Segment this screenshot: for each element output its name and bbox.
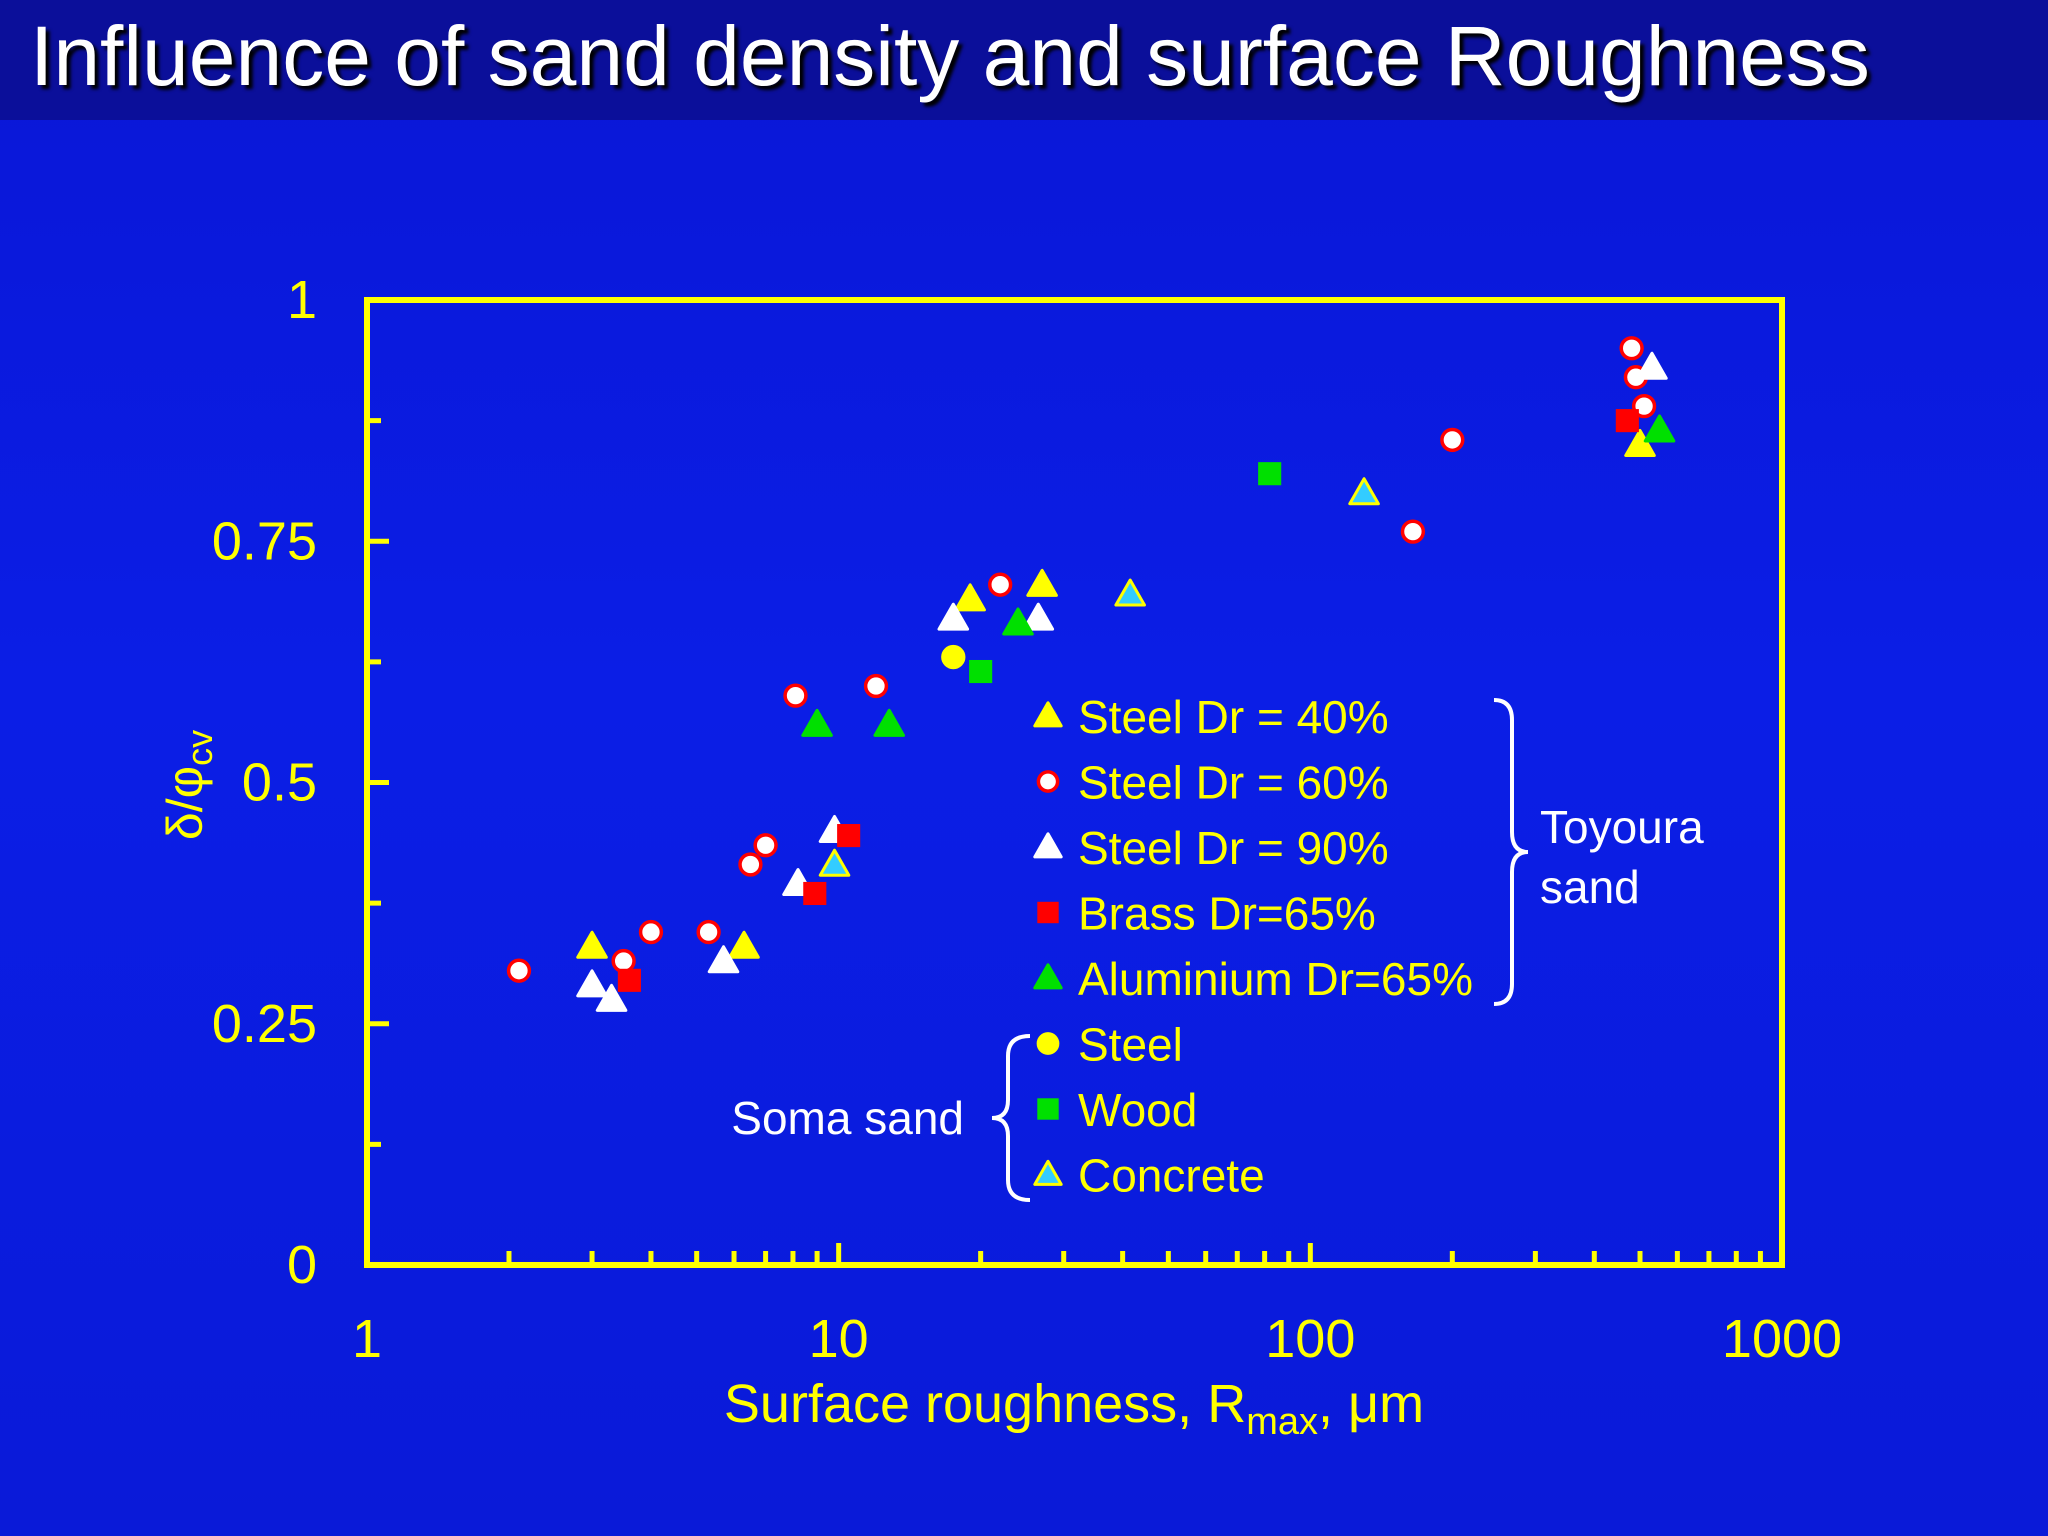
point-steel-dr-90 <box>937 602 970 631</box>
point-steel-dr-60 <box>696 919 721 945</box>
legend-marker-brass-dr-65 <box>1037 901 1059 924</box>
legend-label-wood: Wood <box>1078 1084 1197 1136</box>
y-tick-label: 0 <box>287 1235 317 1295</box>
y-tick-label: 1 <box>287 270 317 330</box>
legend-label-aluminium-dr-65: Aluminium Dr=65% <box>1078 953 1473 1005</box>
point-steel-dr-60 <box>1400 519 1426 544</box>
plot-frame <box>364 297 1785 1268</box>
group-label-toyoura: sand <box>1540 861 1640 913</box>
point-concrete <box>818 848 851 877</box>
x-tick-label: 100 <box>1265 1309 1355 1369</box>
legend-marker-steel-dr-40 <box>1033 701 1063 728</box>
point-steel-dr-60 <box>638 919 664 945</box>
point-aluminium-dr-65 <box>1643 414 1676 443</box>
point-brass-dr-65 <box>617 968 641 992</box>
legend-label-steel-dr-40: Steel Dr = 40% <box>1078 691 1389 743</box>
point-steel-dr-40 <box>1026 568 1058 597</box>
x-axis-label: Surface roughness, Rmax, μm <box>724 1374 1424 1443</box>
point-steel-dr-60 <box>863 673 889 699</box>
point-aluminium-dr-65 <box>801 708 833 737</box>
point-concrete <box>1114 578 1146 607</box>
point-steel-dr-40 <box>1624 428 1656 457</box>
point-steel-dr-60 <box>738 852 763 877</box>
point-brass-dr-65 <box>1615 409 1639 433</box>
point-steel-dr-60 <box>988 572 1013 597</box>
point-wood <box>1258 462 1282 486</box>
x-tick-label: 10 <box>809 1309 869 1369</box>
legend-marker-steel-dr-90 <box>1033 832 1063 859</box>
y-axis-label: δ/φcv <box>157 730 220 840</box>
point-steel-dr-90 <box>595 983 628 1012</box>
point-steel-dr-90 <box>1022 602 1055 631</box>
x-tick-label: 1 <box>352 1309 382 1369</box>
x-axis-label-tail: , μm <box>1318 1374 1424 1434</box>
legend-label-brass-dr-65: Brass Dr=65% <box>1078 888 1376 940</box>
point-brass-dr-65 <box>837 824 861 848</box>
legend: Steel Dr = 40% Steel Dr = 60% Steel Dr = 9… <box>731 691 1704 1202</box>
point-steel-dr-40 <box>728 930 760 959</box>
point-brass-dr-65 <box>803 881 827 906</box>
legend-marker-steel <box>1036 1032 1060 1055</box>
legend-label-steel-dr-60: Steel Dr = 60% <box>1078 757 1389 809</box>
point-steel-dr-90 <box>707 945 740 974</box>
point-wood <box>969 659 993 684</box>
legend-label-steel: Steel <box>1078 1019 1183 1071</box>
point-steel-dr-90 <box>576 969 608 998</box>
point-steel-dr-60 <box>753 833 778 858</box>
point-steel <box>941 644 966 670</box>
point-steel-dr-60 <box>611 948 636 974</box>
y-axis-label-main: δ/φ <box>157 766 213 840</box>
point-steel-dr-60 <box>1619 336 1644 361</box>
y-tick-label: 0.75 <box>212 511 317 571</box>
x-axis-label-main: Surface roughness, R <box>724 1374 1246 1434</box>
y-tick-label: 0.25 <box>212 994 317 1054</box>
legend-label-steel-dr-90: Steel Dr = 90% <box>1078 822 1389 874</box>
x-tick-label: 1000 <box>1722 1309 1842 1369</box>
point-steel-dr-90 <box>1636 351 1668 380</box>
y-tick-label: 0.5 <box>242 753 317 813</box>
point-steel-dr-60 <box>506 958 532 983</box>
legend-marker-concrete <box>1033 1159 1063 1186</box>
point-steel-dr-40 <box>576 930 608 959</box>
point-concrete <box>1348 477 1380 506</box>
toyoura-bracket <box>1493 698 1529 1006</box>
y-axis-label-subscript: cv <box>179 730 220 766</box>
slide-title: Influence of sand density and surface Ro… <box>30 9 1870 103</box>
point-steel-dr-40 <box>954 583 986 612</box>
point-aluminium-dr-65 <box>1002 607 1034 636</box>
legend-marker-wood <box>1037 1098 1059 1120</box>
title-bar: Influence of sand density and surface Ro… <box>0 0 2048 120</box>
point-aluminium-dr-65 <box>873 708 906 737</box>
legend-label-concrete: Concrete <box>1078 1150 1265 1202</box>
soma-bracket <box>991 1034 1031 1202</box>
x-axis-label-subscript: max <box>1246 1401 1318 1443</box>
group-label-soma: Soma sand <box>731 1092 964 1144</box>
point-steel-dr-60 <box>1440 427 1465 453</box>
legend-marker-aluminium-dr-65 <box>1033 963 1063 990</box>
group-label-toyoura: Toyoura <box>1540 801 1704 853</box>
legend-marker-steel-dr-60 <box>1036 770 1060 793</box>
point-steel-dr-60 <box>783 683 808 708</box>
